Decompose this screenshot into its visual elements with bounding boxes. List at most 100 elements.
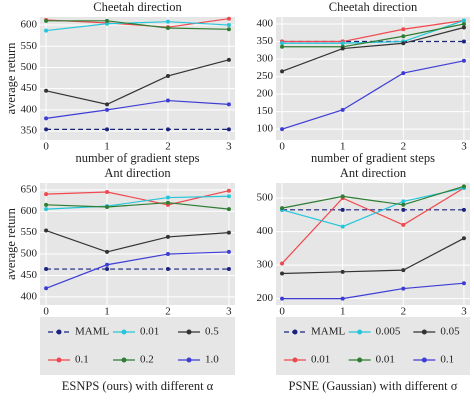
legend-label: 0.2 [140,354,154,366]
data-point [226,267,231,272]
legend-marker [292,357,298,363]
y-tick-label: 400 [21,103,38,115]
data-point [226,230,231,235]
chart-title: Cheetah direction [93,0,182,14]
x-tick-label: 0 [279,306,285,318]
y-tick-label: 300 [257,259,274,271]
data-point [105,102,110,107]
chart-title: Ant direction [104,166,171,180]
data-point [105,107,110,112]
data-point [226,188,231,193]
y-tick-label: 200 [257,88,274,100]
data-point [401,27,406,32]
y-tick-label: 600 [21,19,38,31]
legend-box [276,317,470,375]
data-point [226,57,231,62]
data-point [165,267,170,272]
legend-title: PSNE (Gaussian) with different σ [289,379,458,393]
x-tick-label: 0 [43,141,49,153]
y-tick-label: 550 [21,226,38,238]
y-tick-label: 450 [21,269,38,281]
x-axis-label: number of gradient steps [311,151,435,165]
legend-marker [357,329,363,335]
data-point [226,102,231,107]
x-tick-label: 3 [226,306,232,318]
data-point [44,267,49,272]
data-point [401,268,406,273]
series-line [46,195,229,210]
data-point [105,267,110,272]
data-point [226,249,231,254]
x-tick-label: 3 [461,306,467,318]
data-point [105,249,110,254]
series-line [282,237,465,275]
series-line [46,202,229,210]
series-line [45,251,229,289]
y-tick-label: 550 [21,40,38,52]
data-point [280,206,285,211]
legend-marker [292,329,298,335]
data-point [226,16,231,21]
data-point [401,199,406,204]
data-point [340,194,345,199]
data-point [461,281,466,286]
data-point [461,39,466,44]
series-line [46,20,229,30]
legend-marker [56,357,62,363]
x-tick-label: 1 [104,141,110,153]
y-tick-label: 150 [257,105,274,117]
data-point [105,262,110,267]
y-tick-label: 400 [257,225,274,237]
data-point [165,234,170,239]
legend-label: 0.05 [440,326,460,338]
legend-marker [186,329,192,335]
data-point [461,22,466,27]
data-point [44,192,49,197]
data-point [340,269,345,274]
data-point [105,18,110,23]
data-point [340,46,345,51]
data-point [280,271,285,276]
data-point [165,127,170,132]
series-line [46,190,230,206]
y-tick-label: 100 [257,123,274,135]
data-point [226,194,231,199]
data-point [44,202,49,207]
series-line [45,229,229,253]
y-tick-label: 400 [21,290,38,302]
series-line [282,19,465,44]
data-point [401,71,406,76]
y-tick-label: 350 [257,35,274,47]
y-axis-label: average return [4,207,18,280]
data-point [165,98,170,103]
legend-label: 0.5 [205,326,219,338]
data-point [461,207,466,212]
legend-box [40,317,235,375]
y-tick-label: 500 [21,248,38,260]
legend-marker [121,357,127,363]
y-tick-label: 500 [257,192,274,204]
plot-background [276,183,470,305]
x-tick-label: 2 [165,306,171,318]
y-tick-label: 600 [21,205,38,217]
data-point [105,21,110,26]
legend-label: 0.01 [140,326,159,338]
series-line [281,185,465,209]
legend-marker [56,329,62,335]
chart-title: Cheetah direction [329,0,418,14]
series-line [281,26,465,72]
x-axis-label: number of gradient steps [76,151,200,165]
x-tick-label: 1 [340,141,346,153]
data-point [44,286,49,291]
legend-label: 0.01 [311,354,330,366]
x-tick-label: 3 [461,141,467,153]
x-tick-label: 3 [226,141,232,153]
data-point [165,73,170,78]
data-point [280,127,285,132]
data-point [44,207,49,212]
data-point [461,25,466,30]
data-point [461,58,466,63]
legend-label: 0.1 [75,354,89,366]
data-point [165,195,170,200]
series-line [281,187,465,228]
